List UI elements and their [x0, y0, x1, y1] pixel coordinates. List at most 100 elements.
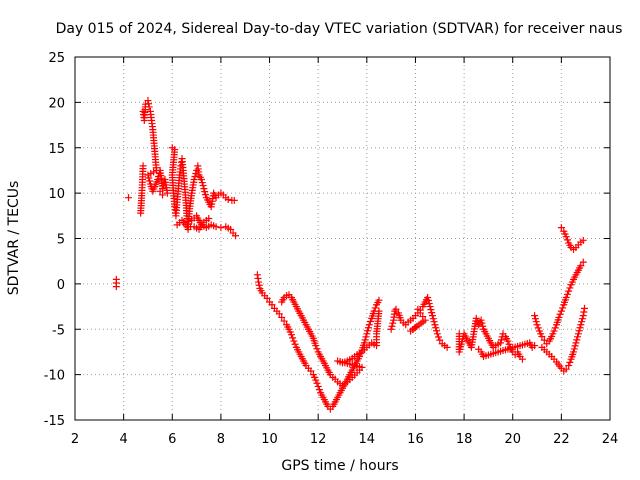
x-tick-label: 2 — [71, 432, 79, 447]
data-point — [557, 307, 565, 315]
data-point — [217, 224, 225, 232]
data-point — [571, 342, 579, 350]
data-point — [232, 232, 239, 240]
data-point — [550, 327, 558, 335]
data-point — [576, 324, 584, 332]
data-point — [201, 188, 209, 196]
data-point — [562, 365, 570, 373]
data-point — [577, 262, 585, 270]
x-tick-label: 20 — [504, 432, 521, 447]
data-point — [291, 340, 299, 348]
data-point — [563, 236, 571, 244]
data-point — [497, 336, 505, 344]
data-point — [531, 315, 539, 323]
data-point — [363, 330, 371, 338]
data-point — [577, 321, 585, 329]
data-point — [371, 304, 379, 312]
data-point — [570, 345, 578, 353]
data-point — [360, 339, 368, 347]
data-point — [307, 367, 315, 375]
data-point — [424, 293, 432, 301]
data-point — [505, 340, 513, 348]
data-point — [555, 313, 563, 321]
x-tick-label: 14 — [359, 432, 376, 447]
data-point — [426, 303, 434, 311]
series-morning-cluster — [137, 97, 239, 240]
data-point — [431, 321, 439, 329]
y-tick-label: 10 — [48, 187, 65, 202]
data-point — [159, 191, 167, 199]
data-point — [278, 313, 286, 321]
data-point — [433, 327, 441, 335]
data-point — [565, 362, 573, 370]
data-point — [518, 355, 526, 363]
data-point — [429, 315, 437, 323]
data-point — [574, 330, 582, 338]
data-point — [145, 174, 153, 182]
data-point — [313, 379, 321, 387]
data-point — [139, 162, 147, 170]
x-tick-label: 16 — [407, 432, 424, 447]
series-isolated-early — [112, 194, 132, 291]
data-point — [125, 194, 132, 202]
data-point — [551, 324, 559, 332]
y-tick-label: 20 — [48, 96, 65, 111]
data-point — [375, 296, 383, 304]
chart-title: Day 015 of 2024, Sidereal Day-to-day VTE… — [56, 21, 623, 37]
data-point — [361, 336, 369, 344]
series-evening-rising — [531, 224, 587, 348]
x-axis-ticks: 2 4 6 8 10 12 14 16 18 20 22 24 — [71, 57, 618, 447]
y-tick-label: 15 — [48, 142, 65, 157]
data-point — [557, 224, 565, 232]
x-tick-label: 12 — [310, 432, 327, 447]
x-tick-label: 22 — [553, 432, 570, 447]
data-point — [559, 304, 567, 312]
data-point — [253, 271, 261, 279]
data-point — [255, 278, 263, 286]
data-point — [362, 333, 370, 341]
data-point — [199, 182, 207, 190]
data-point — [424, 297, 432, 305]
data-point — [562, 293, 570, 301]
data-point — [534, 324, 542, 332]
data-point — [411, 323, 419, 331]
grid-lines — [75, 57, 610, 420]
data-point — [230, 196, 238, 204]
data-point — [200, 185, 208, 193]
data-point — [425, 300, 433, 308]
data-point — [387, 325, 395, 333]
data-point — [154, 176, 162, 184]
data-point — [287, 331, 295, 339]
data-point — [432, 324, 440, 332]
data-point — [145, 100, 153, 108]
y-tick-label: -5 — [52, 323, 65, 338]
data-point — [443, 343, 451, 351]
y-tick-label: 0 — [57, 278, 65, 293]
x-tick-label: 18 — [456, 432, 473, 447]
data-point — [565, 287, 573, 295]
data-point — [578, 318, 586, 326]
data-point — [477, 316, 485, 324]
data-point — [312, 342, 320, 350]
data-point — [315, 386, 323, 394]
data-point — [428, 309, 436, 317]
data-point — [497, 339, 505, 347]
x-tick-label: 8 — [217, 432, 225, 447]
data-point — [190, 176, 198, 184]
data-point — [197, 176, 205, 184]
data-point — [364, 324, 372, 332]
series-afternoon — [387, 293, 539, 363]
data-point — [573, 336, 581, 344]
data-point — [389, 319, 397, 327]
data-point — [478, 319, 486, 327]
data-point — [263, 294, 271, 302]
data-point — [255, 281, 263, 289]
x-tick-label: 10 — [261, 432, 278, 447]
data-point — [430, 318, 438, 326]
data-point — [580, 308, 588, 316]
data-point — [531, 312, 539, 320]
data-point — [562, 233, 570, 241]
data-point — [433, 330, 441, 338]
data-point — [575, 327, 583, 335]
